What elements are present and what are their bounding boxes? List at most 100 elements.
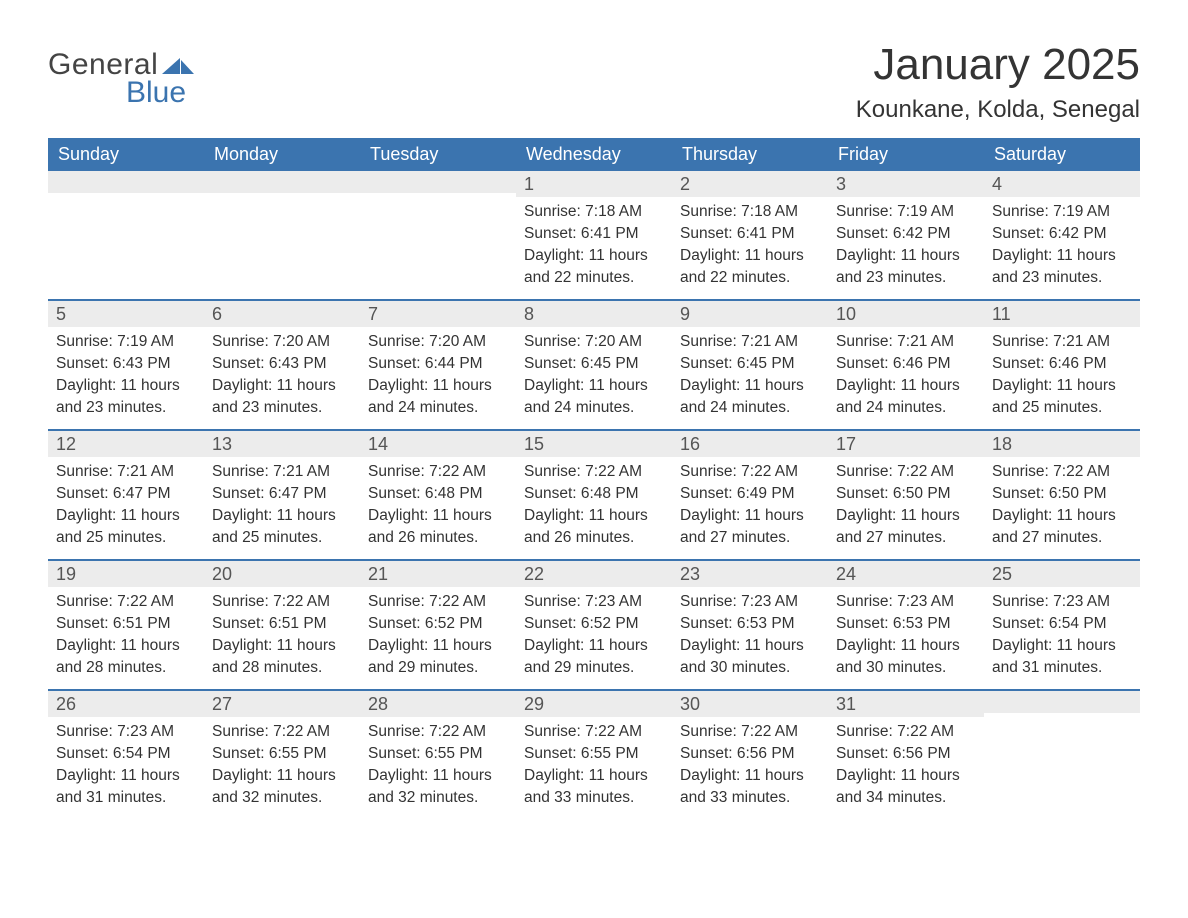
calendar-week: 5Sunrise: 7:19 AMSunset: 6:43 PMDaylight… — [48, 299, 1140, 429]
day-number — [204, 171, 360, 193]
daylight-line: Daylight: 11 hours and 30 minutes. — [680, 635, 820, 679]
day-number: 29 — [516, 691, 672, 717]
day-number: 26 — [48, 691, 204, 717]
day-number: 24 — [828, 561, 984, 587]
sunrise-line: Sunrise: 7:23 AM — [680, 591, 820, 613]
sunrise-line: Sunrise: 7:22 AM — [680, 461, 820, 483]
calendar-day: 29Sunrise: 7:22 AMSunset: 6:55 PMDayligh… — [516, 691, 672, 819]
day-number: 21 — [360, 561, 516, 587]
sunrise-line: Sunrise: 7:19 AM — [992, 201, 1132, 223]
day-number: 28 — [360, 691, 516, 717]
sunset-line: Sunset: 6:55 PM — [524, 743, 664, 765]
sunrise-line: Sunrise: 7:22 AM — [524, 721, 664, 743]
day-number: 16 — [672, 431, 828, 457]
sunrise-line: Sunrise: 7:22 AM — [212, 591, 352, 613]
daylight-line: Daylight: 11 hours and 22 minutes. — [524, 245, 664, 289]
calendar-day: 11Sunrise: 7:21 AMSunset: 6:46 PMDayligh… — [984, 301, 1140, 429]
calendar-day: 13Sunrise: 7:21 AMSunset: 6:47 PMDayligh… — [204, 431, 360, 559]
sunset-line: Sunset: 6:56 PM — [836, 743, 976, 765]
calendar-day: 10Sunrise: 7:21 AMSunset: 6:46 PMDayligh… — [828, 301, 984, 429]
day-details: Sunrise: 7:21 AMSunset: 6:45 PMDaylight:… — [672, 327, 828, 419]
day-details: Sunrise: 7:21 AMSunset: 6:46 PMDaylight:… — [828, 327, 984, 419]
calendar: SundayMondayTuesdayWednesdayThursdayFrid… — [48, 138, 1140, 819]
day-details: Sunrise: 7:22 AMSunset: 6:52 PMDaylight:… — [360, 587, 516, 679]
sunrise-line: Sunrise: 7:21 AM — [56, 461, 196, 483]
calendar-day: 18Sunrise: 7:22 AMSunset: 6:50 PMDayligh… — [984, 431, 1140, 559]
sunrise-line: Sunrise: 7:23 AM — [524, 591, 664, 613]
sunrise-line: Sunrise: 7:22 AM — [836, 721, 976, 743]
day-number: 31 — [828, 691, 984, 717]
calendar-day: 31Sunrise: 7:22 AMSunset: 6:56 PMDayligh… — [828, 691, 984, 819]
day-number: 8 — [516, 301, 672, 327]
calendar-week: 1Sunrise: 7:18 AMSunset: 6:41 PMDaylight… — [48, 171, 1140, 299]
sunset-line: Sunset: 6:54 PM — [992, 613, 1132, 635]
day-number: 7 — [360, 301, 516, 327]
logo-mark-icon — [162, 52, 194, 79]
sunset-line: Sunset: 6:42 PM — [836, 223, 976, 245]
calendar-day: 23Sunrise: 7:23 AMSunset: 6:53 PMDayligh… — [672, 561, 828, 689]
logo: General Blue — [48, 48, 194, 110]
day-details: Sunrise: 7:22 AMSunset: 6:56 PMDaylight:… — [828, 717, 984, 809]
daylight-line: Daylight: 11 hours and 25 minutes. — [212, 505, 352, 549]
daylight-line: Daylight: 11 hours and 31 minutes. — [56, 765, 196, 809]
sunset-line: Sunset: 6:51 PM — [212, 613, 352, 635]
sunrise-line: Sunrise: 7:21 AM — [836, 331, 976, 353]
sunrise-line: Sunrise: 7:19 AM — [836, 201, 976, 223]
calendar-day: 22Sunrise: 7:23 AMSunset: 6:52 PMDayligh… — [516, 561, 672, 689]
weekday-header-row: SundayMondayTuesdayWednesdayThursdayFrid… — [48, 138, 1140, 171]
sunset-line: Sunset: 6:52 PM — [368, 613, 508, 635]
daylight-line: Daylight: 11 hours and 24 minutes. — [524, 375, 664, 419]
day-details: Sunrise: 7:21 AMSunset: 6:47 PMDaylight:… — [204, 457, 360, 549]
weekday-header: Sunday — [48, 138, 204, 171]
calendar-day: 27Sunrise: 7:22 AMSunset: 6:55 PMDayligh… — [204, 691, 360, 819]
sunrise-line: Sunrise: 7:19 AM — [56, 331, 196, 353]
daylight-line: Daylight: 11 hours and 22 minutes. — [680, 245, 820, 289]
sunrise-line: Sunrise: 7:18 AM — [524, 201, 664, 223]
daylight-line: Daylight: 11 hours and 23 minutes. — [212, 375, 352, 419]
daylight-line: Daylight: 11 hours and 28 minutes. — [212, 635, 352, 679]
day-details: Sunrise: 7:22 AMSunset: 6:50 PMDaylight:… — [984, 457, 1140, 549]
day-details: Sunrise: 7:20 AMSunset: 6:45 PMDaylight:… — [516, 327, 672, 419]
calendar-week: 26Sunrise: 7:23 AMSunset: 6:54 PMDayligh… — [48, 689, 1140, 819]
calendar-day: 19Sunrise: 7:22 AMSunset: 6:51 PMDayligh… — [48, 561, 204, 689]
calendar-day: 1Sunrise: 7:18 AMSunset: 6:41 PMDaylight… — [516, 171, 672, 299]
day-number: 10 — [828, 301, 984, 327]
calendar-day — [984, 691, 1140, 819]
sunrise-line: Sunrise: 7:21 AM — [680, 331, 820, 353]
sunrise-line: Sunrise: 7:18 AM — [680, 201, 820, 223]
day-number: 11 — [984, 301, 1140, 327]
calendar-day: 4Sunrise: 7:19 AMSunset: 6:42 PMDaylight… — [984, 171, 1140, 299]
sunset-line: Sunset: 6:50 PM — [992, 483, 1132, 505]
daylight-line: Daylight: 11 hours and 34 minutes. — [836, 765, 976, 809]
sunset-line: Sunset: 6:47 PM — [212, 483, 352, 505]
calendar-day: 28Sunrise: 7:22 AMSunset: 6:55 PMDayligh… — [360, 691, 516, 819]
day-details: Sunrise: 7:19 AMSunset: 6:42 PMDaylight:… — [828, 197, 984, 289]
sunrise-line: Sunrise: 7:22 AM — [368, 721, 508, 743]
weekday-header: Monday — [204, 138, 360, 171]
sunrise-line: Sunrise: 7:23 AM — [992, 591, 1132, 613]
sunset-line: Sunset: 6:50 PM — [836, 483, 976, 505]
daylight-line: Daylight: 11 hours and 29 minutes. — [368, 635, 508, 679]
sunset-line: Sunset: 6:48 PM — [368, 483, 508, 505]
daylight-line: Daylight: 11 hours and 27 minutes. — [992, 505, 1132, 549]
weekday-header: Thursday — [672, 138, 828, 171]
day-details: Sunrise: 7:23 AMSunset: 6:53 PMDaylight:… — [672, 587, 828, 679]
day-details: Sunrise: 7:20 AMSunset: 6:44 PMDaylight:… — [360, 327, 516, 419]
sunset-line: Sunset: 6:44 PM — [368, 353, 508, 375]
calendar-day: 17Sunrise: 7:22 AMSunset: 6:50 PMDayligh… — [828, 431, 984, 559]
calendar-day — [204, 171, 360, 299]
day-number — [360, 171, 516, 193]
day-number: 17 — [828, 431, 984, 457]
sunrise-line: Sunrise: 7:22 AM — [368, 461, 508, 483]
day-number: 14 — [360, 431, 516, 457]
day-details: Sunrise: 7:22 AMSunset: 6:50 PMDaylight:… — [828, 457, 984, 549]
day-details: Sunrise: 7:22 AMSunset: 6:48 PMDaylight:… — [360, 457, 516, 549]
daylight-line: Daylight: 11 hours and 33 minutes. — [680, 765, 820, 809]
daylight-line: Daylight: 11 hours and 32 minutes. — [212, 765, 352, 809]
day-number: 19 — [48, 561, 204, 587]
calendar-day: 8Sunrise: 7:20 AMSunset: 6:45 PMDaylight… — [516, 301, 672, 429]
weekday-header: Wednesday — [516, 138, 672, 171]
daylight-line: Daylight: 11 hours and 23 minutes. — [836, 245, 976, 289]
calendar-day: 26Sunrise: 7:23 AMSunset: 6:54 PMDayligh… — [48, 691, 204, 819]
sunset-line: Sunset: 6:55 PM — [212, 743, 352, 765]
